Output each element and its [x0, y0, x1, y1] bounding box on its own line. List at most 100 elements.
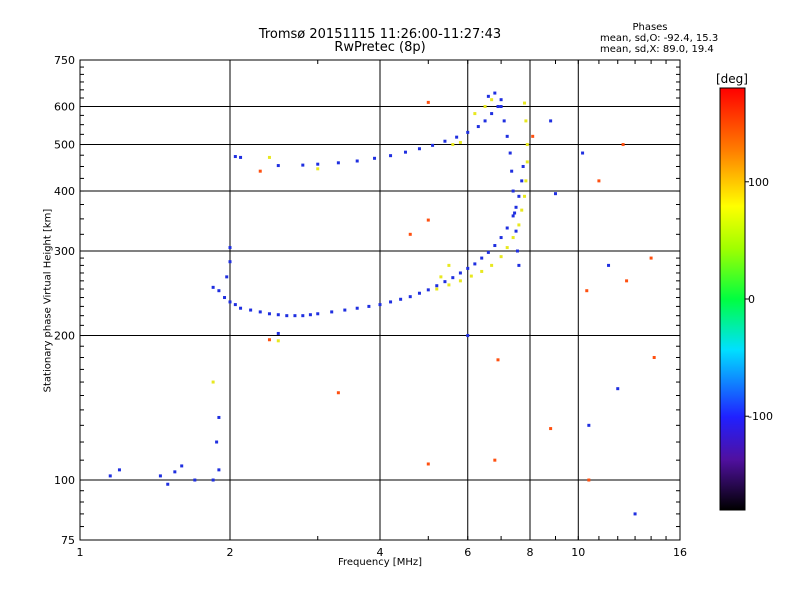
data-point-o [443, 139, 447, 143]
data-point-other [426, 218, 430, 222]
data-point-o [480, 256, 484, 260]
data-point-x [524, 179, 528, 183]
data-point-o [215, 440, 219, 444]
data-point-x [451, 143, 455, 147]
data-point-x [523, 194, 527, 198]
data-point-x [211, 380, 215, 384]
data-point-o [267, 312, 271, 316]
data-point-o [228, 260, 232, 264]
colorbar-label: [deg] [716, 72, 748, 86]
x-tick-label: 8 [527, 546, 534, 559]
data-point-x [525, 160, 529, 164]
data-point-o [490, 112, 494, 116]
data-point-x [458, 279, 462, 283]
data-point-o [520, 179, 524, 183]
data-point-o [486, 250, 490, 254]
data-point-x [435, 287, 439, 291]
data-point-x [316, 167, 320, 171]
data-point-other [652, 355, 656, 359]
data-point-other [258, 169, 262, 173]
data-point-x [505, 246, 509, 250]
data-point-o [587, 423, 591, 427]
data-point-o [336, 161, 340, 165]
data-point-o [276, 313, 280, 317]
chart-subtitle: RwPretec (8p) [334, 40, 426, 55]
y-tick-label: 200 [54, 330, 75, 343]
data-point-x [480, 269, 484, 273]
data-point-o [316, 312, 320, 316]
data-point-o [355, 159, 359, 163]
data-point-o [180, 464, 184, 468]
data-point-o [158, 474, 162, 478]
data-point-x [524, 119, 528, 123]
data-point-other [426, 100, 430, 104]
data-point-o [228, 300, 232, 304]
chart-title: Tromsø 20151115 11:26:00-11:27:43 [258, 27, 502, 42]
data-point-o [233, 155, 237, 159]
data-point-o [486, 94, 490, 98]
data-point-o [233, 303, 237, 307]
data-point-x [520, 208, 524, 212]
data-point-other [531, 134, 535, 138]
data-point-o [239, 306, 243, 310]
data-point-o [367, 304, 371, 308]
data-point-x [523, 101, 527, 105]
data-point-o [330, 310, 334, 314]
data-point-o [217, 468, 221, 472]
data-point-o [217, 415, 221, 419]
data-point-o [515, 249, 519, 253]
colorbar-tick-label: 100 [748, 176, 769, 189]
y-tick-label: 75 [61, 534, 75, 547]
data-point-x [447, 263, 451, 267]
data-point-other [408, 232, 412, 236]
data-point-other [625, 279, 629, 283]
data-point-o [549, 119, 553, 123]
y-tick-label: 600 [54, 101, 75, 114]
data-point-o [173, 470, 177, 474]
data-point-o [276, 331, 280, 335]
data-point-o [466, 266, 470, 270]
data-point-o [316, 162, 320, 166]
data-point-o [276, 164, 280, 168]
data-point-o [505, 226, 509, 230]
data-point-x [490, 98, 494, 102]
data-point-other [496, 358, 500, 362]
data-point-o [285, 314, 289, 318]
data-point-o [581, 151, 585, 155]
data-point-o [166, 482, 170, 486]
data-point-o [451, 276, 455, 280]
data-point-o [308, 313, 312, 317]
x-axis-label: Frequency [MHz] [337, 557, 423, 568]
data-point-o [301, 163, 305, 167]
data-point-o [499, 98, 503, 102]
data-point-o [499, 105, 503, 109]
data-point-o [510, 169, 514, 173]
data-point-o [373, 156, 377, 160]
phase-stats-o-mode: mean, sd,O: -92.4, 15.3 [600, 33, 719, 44]
data-point-o [514, 205, 518, 209]
data-point-o [211, 478, 215, 482]
data-point-other [493, 458, 497, 462]
data-point-o [511, 189, 515, 193]
x-tick-label: 10 [571, 546, 585, 559]
data-point-o [417, 291, 421, 295]
data-point-other [621, 143, 625, 147]
data-point-o [389, 154, 393, 158]
data-point-x [490, 263, 494, 267]
data-point-o [223, 296, 227, 300]
data-point-o [607, 263, 611, 267]
data-point-o [458, 271, 462, 275]
data-point-x [525, 143, 529, 147]
x-tick-label: 1 [77, 546, 84, 559]
data-point-o [466, 130, 470, 134]
data-point-o [355, 306, 359, 310]
data-point-o [493, 91, 497, 95]
data-point-o [499, 236, 503, 240]
data-point-o [476, 125, 480, 129]
data-point-o [403, 150, 407, 154]
data-point-o [493, 244, 497, 248]
data-point-o [483, 119, 487, 123]
data-point-other [336, 391, 340, 395]
data-point-o [502, 119, 506, 123]
